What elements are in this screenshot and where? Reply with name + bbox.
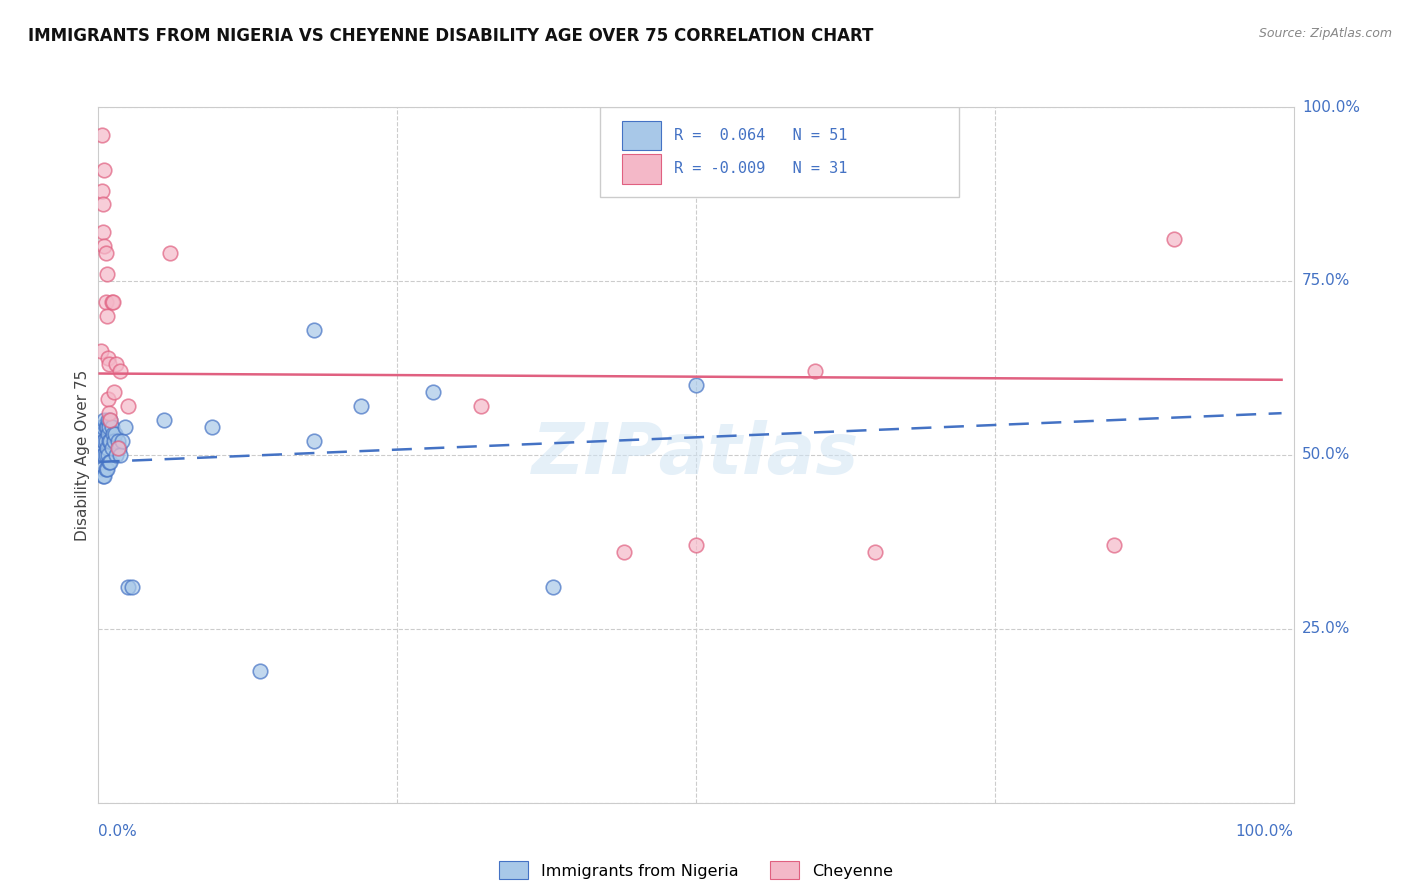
FancyBboxPatch shape <box>621 154 661 184</box>
Point <box>100 294 122 309</box>
Text: 0.0%: 0.0% <box>98 823 138 838</box>
Point <box>117 399 139 413</box>
Text: R =  0.064   N = 51: R = 0.064 N = 51 <box>675 128 848 143</box>
Point <box>96 420 118 434</box>
Point <box>90 420 112 434</box>
Point <box>96 267 118 281</box>
Point <box>97 413 120 427</box>
Point <box>98 455 122 469</box>
Text: IMMIGRANTS FROM NIGERIA VS CHEYENNE DISABILITY AGE OVER 75 CORRELATION CHART: IMMIGRANTS FROM NIGERIA VS CHEYENNE DISA… <box>28 27 873 45</box>
Point <box>107 441 129 455</box>
Text: Source: ZipAtlas.com: Source: ZipAtlas.com <box>1258 27 1392 40</box>
Point <box>98 420 121 434</box>
Point <box>350 399 373 413</box>
Point <box>98 413 122 427</box>
Point <box>470 399 492 413</box>
Point <box>685 538 707 552</box>
Point <box>100 441 122 455</box>
Y-axis label: Disability Age Over 75: Disability Age Over 75 <box>75 369 90 541</box>
FancyBboxPatch shape <box>600 107 959 197</box>
Text: 25.0%: 25.0% <box>1302 622 1350 636</box>
Point <box>201 420 224 434</box>
Point <box>90 448 112 462</box>
Point <box>91 184 114 198</box>
Point <box>93 468 115 483</box>
Text: ZIPatlas: ZIPatlas <box>533 420 859 490</box>
Point <box>91 128 114 142</box>
Point <box>91 427 114 442</box>
Point <box>96 309 118 323</box>
Text: 75.0%: 75.0% <box>1302 274 1350 288</box>
Point <box>97 351 120 365</box>
Point <box>108 448 131 462</box>
Point <box>93 413 115 427</box>
Point <box>302 434 325 448</box>
Point <box>111 434 134 448</box>
Text: R = -0.009   N = 31: R = -0.009 N = 31 <box>675 161 848 177</box>
Point <box>685 378 707 392</box>
Point <box>107 441 129 455</box>
Point <box>804 364 827 378</box>
Point <box>249 664 271 678</box>
Point <box>91 225 114 239</box>
Point <box>94 434 117 448</box>
Text: 100.0%: 100.0% <box>1302 100 1360 114</box>
Point <box>91 197 114 211</box>
Point <box>101 294 124 309</box>
Point <box>98 455 121 469</box>
Point <box>94 246 117 260</box>
Point <box>91 434 114 448</box>
Point <box>105 358 128 372</box>
Point <box>94 448 117 462</box>
Point <box>94 294 117 309</box>
Point <box>98 434 122 448</box>
Point <box>93 239 115 253</box>
Legend: Immigrants from Nigeria, Cheyenne: Immigrants from Nigeria, Cheyenne <box>492 855 900 885</box>
Point <box>101 427 124 442</box>
Point <box>98 358 121 372</box>
Point <box>1102 538 1125 552</box>
Point <box>98 406 121 420</box>
Point <box>98 413 122 427</box>
Point <box>97 427 120 442</box>
Point <box>94 420 117 434</box>
Point <box>1163 232 1185 246</box>
Point <box>91 468 114 483</box>
Point <box>93 162 115 177</box>
Point <box>114 420 136 434</box>
Point <box>159 246 181 260</box>
Point <box>91 462 114 476</box>
Point <box>91 448 114 462</box>
Point <box>613 545 636 559</box>
Point <box>91 441 114 455</box>
Point <box>94 462 117 476</box>
Point <box>98 434 121 448</box>
Point <box>97 448 120 462</box>
Point <box>97 392 120 407</box>
Point <box>103 434 125 448</box>
Point <box>104 427 127 442</box>
Point <box>121 580 143 594</box>
Point <box>105 448 128 462</box>
Point <box>93 434 115 448</box>
Point <box>108 364 131 378</box>
Point <box>541 580 564 594</box>
Point <box>117 580 139 594</box>
Point <box>302 323 325 337</box>
Point <box>100 420 122 434</box>
Point <box>91 420 114 434</box>
Point <box>422 385 444 400</box>
FancyBboxPatch shape <box>621 121 661 150</box>
Point <box>863 545 886 559</box>
Text: 100.0%: 100.0% <box>1236 823 1294 838</box>
Point <box>90 343 112 358</box>
Text: 50.0%: 50.0% <box>1302 448 1350 462</box>
Point <box>103 385 125 400</box>
Point <box>93 448 115 462</box>
Point <box>153 413 176 427</box>
Point <box>96 462 118 476</box>
Point <box>107 434 129 448</box>
Point <box>96 441 118 455</box>
